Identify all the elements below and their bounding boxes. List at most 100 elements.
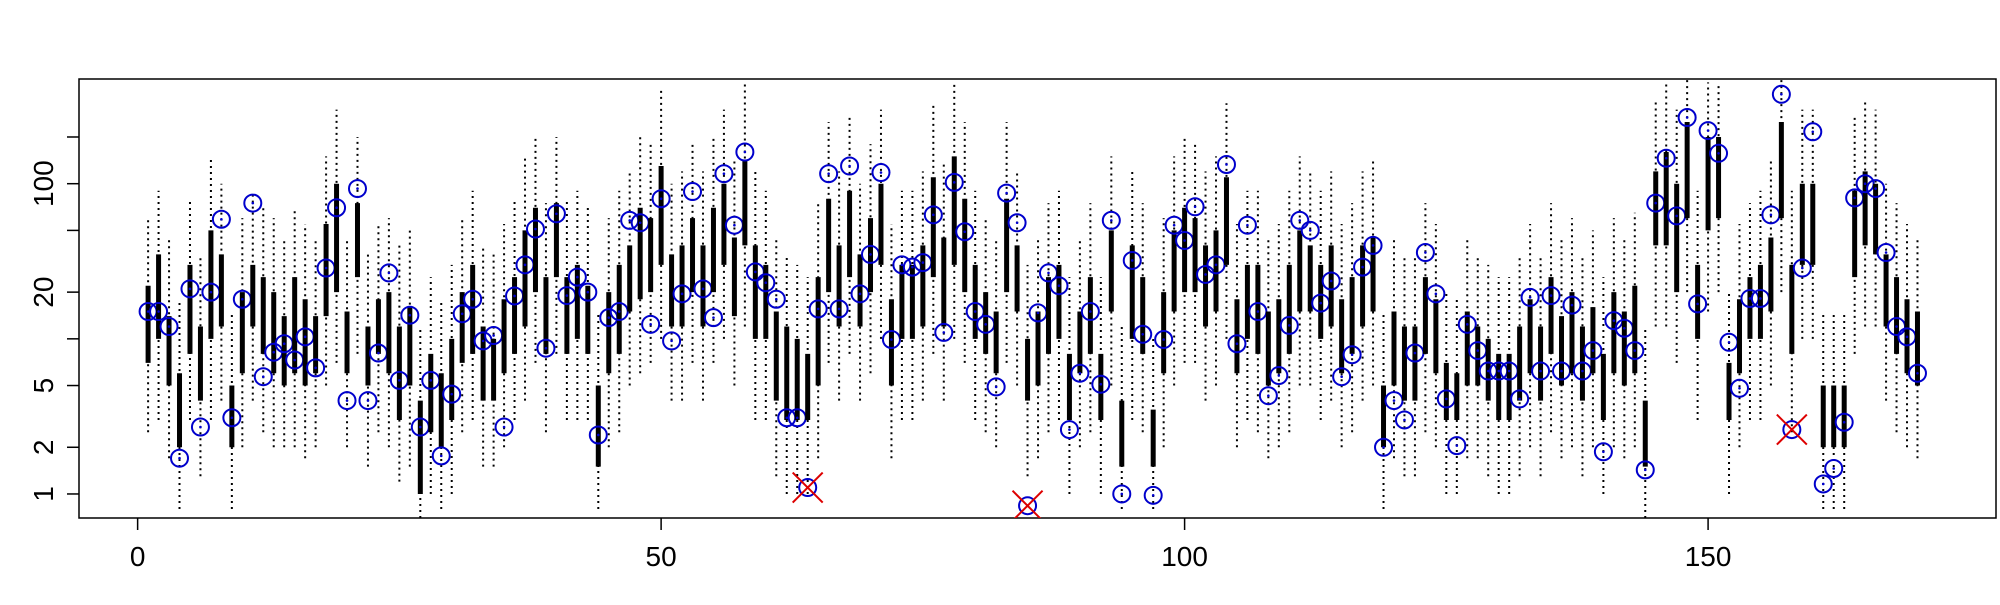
point [840, 156, 860, 176]
point [1216, 154, 1236, 174]
point-center [251, 201, 255, 205]
x-tick-label: 150 [1685, 541, 1732, 572]
point [1531, 361, 1551, 381]
point [1447, 436, 1467, 456]
point-center [1717, 152, 1720, 155]
point-center [1884, 251, 1888, 254]
point-center [848, 164, 851, 168]
point-center [1214, 263, 1218, 267]
point [1143, 485, 1163, 505]
point-center [827, 172, 830, 175]
point-center [555, 212, 558, 216]
point [1049, 276, 1069, 296]
point-center [408, 313, 412, 317]
point [766, 289, 786, 309]
point [651, 189, 671, 209]
point-center [356, 187, 359, 190]
point [1729, 378, 1749, 398]
point-center [1120, 492, 1124, 496]
point-center [1183, 239, 1186, 242]
point [149, 302, 169, 322]
point [431, 446, 451, 466]
point-center [1162, 338, 1165, 341]
point [1290, 210, 1310, 230]
point-center [398, 379, 401, 382]
point-center [1329, 279, 1333, 283]
point-center [1685, 116, 1689, 119]
point [850, 284, 870, 304]
point-center [869, 253, 872, 256]
point-center [1193, 205, 1197, 209]
point [1342, 345, 1362, 365]
point [494, 417, 514, 437]
point-center [366, 399, 370, 402]
point-center [1811, 130, 1815, 134]
y-tick-label: 20 [28, 277, 59, 308]
point [170, 448, 190, 468]
point-center [450, 392, 454, 396]
point [1394, 410, 1414, 430]
point [703, 308, 723, 328]
point-center [1738, 386, 1741, 390]
point [546, 204, 566, 224]
point-center [1748, 297, 1752, 300]
point-center [942, 331, 946, 334]
point-center [1465, 323, 1469, 326]
point-center [178, 456, 181, 460]
point [1834, 412, 1854, 432]
point-center [1623, 326, 1626, 330]
point-center [1895, 325, 1898, 328]
point-center [429, 379, 433, 382]
point [683, 182, 703, 202]
point-center [1057, 284, 1061, 288]
point-center [1005, 191, 1008, 195]
point-center [1612, 319, 1616, 322]
point-center [586, 290, 590, 294]
point-center [712, 316, 715, 319]
point-center [303, 335, 307, 339]
point-center [733, 223, 736, 227]
point [1824, 458, 1844, 478]
point-center [900, 263, 904, 267]
point-center [1769, 213, 1773, 217]
point [756, 273, 776, 293]
point-center [1130, 259, 1134, 262]
point-center [1455, 444, 1459, 447]
point-center [1277, 374, 1281, 377]
point [222, 408, 242, 428]
point-center [1518, 397, 1521, 401]
point-center [314, 366, 317, 370]
point-center [1560, 369, 1563, 373]
point-center [1528, 296, 1532, 299]
point [1656, 148, 1676, 168]
point [819, 164, 839, 184]
point [1583, 341, 1603, 361]
point-center [649, 323, 652, 326]
point [1237, 215, 1257, 235]
point [379, 263, 399, 283]
point-center [1151, 494, 1155, 497]
point-center [1225, 163, 1228, 166]
point-center [984, 323, 987, 326]
point-center [774, 297, 778, 301]
point-center [146, 310, 150, 313]
point-center [1047, 271, 1050, 275]
point-center [1801, 266, 1804, 270]
point [1007, 213, 1027, 233]
point-center [722, 172, 726, 175]
point-center [1068, 428, 1071, 431]
point [997, 183, 1017, 203]
point [536, 338, 556, 358]
point-center [1361, 265, 1364, 269]
point-center [345, 399, 349, 402]
point-center [670, 339, 673, 343]
point [1415, 243, 1435, 263]
point-center [1780, 92, 1783, 96]
point-center [1570, 303, 1574, 307]
point [1520, 287, 1540, 307]
point-center [1036, 311, 1040, 315]
point-center [335, 206, 338, 210]
point [944, 172, 964, 192]
point-center [1298, 219, 1302, 222]
